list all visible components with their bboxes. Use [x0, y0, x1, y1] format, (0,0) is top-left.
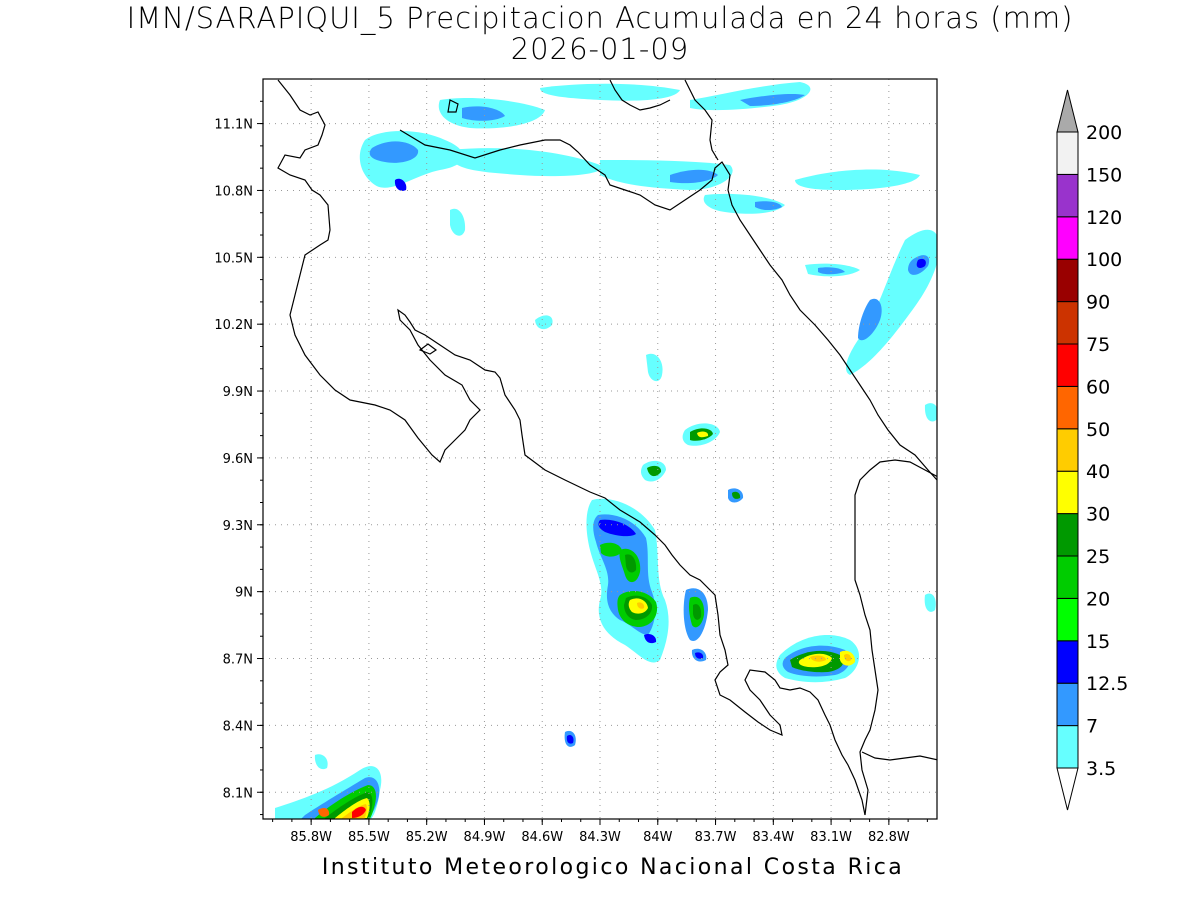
lat-tick-label: 10.2N — [214, 318, 253, 333]
colorbar-over-triangle — [1056, 89, 1079, 133]
lat-tick-label: 11.1N — [214, 118, 253, 133]
lon-tick-label: 83.7W — [695, 830, 737, 845]
lat-tick-label: 9.3N — [223, 519, 253, 534]
lat-tick-label: 8.1N — [223, 786, 253, 801]
colorbar-swatch — [1056, 385, 1079, 430]
colorbar-label: 3.5 — [1086, 758, 1116, 780]
latitude-axis: 11.1N 10.8N 10.5N 10.2N 9.9N 9.6N 9.3N 9N 8.7N 8.… — [214, 100, 263, 816]
colorbar-label: 60 — [1086, 376, 1110, 398]
colorbar-swatch — [1056, 173, 1079, 218]
lat-tick-label: 9.9N — [223, 385, 253, 400]
precip-area-pacific-central — [564, 498, 708, 747]
precip-area-north — [359, 82, 920, 236]
precip-area-guanacaste-south — [275, 754, 382, 819]
colorbar-label: 20 — [1086, 588, 1110, 610]
precip-area-caribbean — [805, 229, 937, 612]
colorbar-swatch — [1056, 301, 1079, 345]
colorbar-swatch — [1056, 258, 1079, 303]
colorbar: 3.5 7 12.5 15 20 25 30 40 50 60 75 90 100 120 150 200 — [1056, 89, 1128, 811]
precipitation-field — [275, 82, 937, 819]
colorbar-swatch — [1056, 216, 1079, 260]
precip-area-osa — [776, 635, 860, 683]
colorbar-swatch — [1056, 682, 1079, 727]
colorbar-label: 40 — [1086, 461, 1110, 483]
longitude-axis: 85.8W 85.5W 85.2W 84.9W 84.6W 84.3W 84W 83.7W 83… — [272, 819, 928, 845]
colorbar-swatch — [1056, 470, 1079, 515]
colorbar-label: 100 — [1086, 249, 1122, 271]
map-grid — [263, 79, 937, 819]
colorbar-label: 200 — [1086, 122, 1122, 144]
colorbar-label: 90 — [1086, 292, 1110, 314]
lat-tick-label: 9.6N — [223, 452, 253, 467]
colorbar-label: 7 — [1086, 716, 1098, 738]
lon-tick-label: 85.2W — [406, 830, 448, 845]
lon-tick-label: 83.4W — [752, 830, 794, 845]
lon-tick-label: 84W — [643, 830, 673, 845]
lon-tick-label: 85.5W — [348, 830, 390, 845]
colorbar-swatch — [1056, 640, 1079, 684]
footer-credit: Instituto Meteorologico Nacional Costa R… — [321, 855, 905, 880]
colorbar-label: 12.5 — [1086, 673, 1128, 695]
chart-title: IMN/SARAPIQUI_5 Precipitacion Acumulada … — [126, 1, 1074, 35]
precip-area-central — [535, 315, 744, 503]
colorbar-label: 120 — [1086, 207, 1122, 229]
colorbar-label: 15 — [1086, 631, 1110, 653]
lon-tick-label: 82.8W — [868, 830, 910, 845]
lat-tick-label: 10.5N — [214, 251, 253, 266]
lat-tick-label: 10.8N — [214, 184, 253, 199]
colorbar-swatch — [1056, 428, 1079, 472]
map-plot-area — [263, 79, 937, 819]
colorbar-label: 25 — [1086, 546, 1110, 568]
lon-tick-label: 85.8W — [290, 830, 332, 845]
lon-tick-label: 84.3W — [579, 830, 621, 845]
coastline — [277, 79, 937, 816]
chart-date: 2026-01-09 — [510, 32, 690, 66]
lat-tick-label: 8.7N — [223, 653, 253, 668]
colorbar-swatch — [1056, 597, 1079, 642]
colorbar-label: 30 — [1086, 504, 1110, 526]
lat-tick-label: 8.4N — [223, 719, 253, 734]
lon-tick-label: 84.9W — [464, 830, 506, 845]
colorbar-label: 150 — [1086, 164, 1122, 186]
lon-tick-label: 84.6W — [521, 830, 563, 845]
lat-tick-label: 9N — [235, 586, 253, 601]
colorbar-swatch — [1056, 513, 1079, 557]
colorbar-label: 75 — [1086, 334, 1110, 356]
colorbar-swatch — [1056, 555, 1079, 599]
colorbar-swatch — [1056, 725, 1079, 769]
lon-tick-label: 83.1W — [810, 830, 852, 845]
colorbar-label: 50 — [1086, 419, 1110, 441]
colorbar-swatch — [1056, 131, 1079, 175]
colorbar-under-triangle — [1056, 767, 1079, 811]
colorbar-swatch — [1056, 343, 1079, 387]
